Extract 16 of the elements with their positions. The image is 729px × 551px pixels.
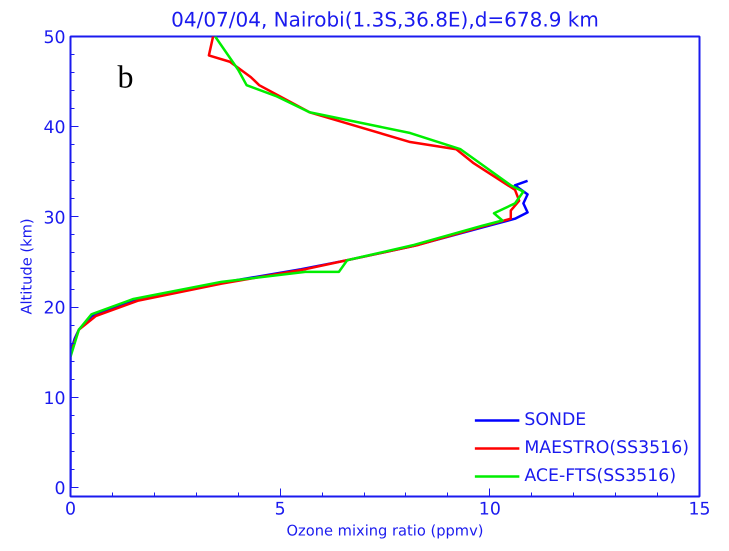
legend-label: MAESTRO(SS3516)	[524, 438, 689, 458]
x-axis-title: Ozone mixing ratio (ppmv)	[286, 522, 484, 540]
x-tick-label: 15	[688, 500, 711, 520]
y-tick-label: 0	[54, 478, 66, 499]
legend-label: SONDE	[524, 410, 586, 430]
y-tick-label: 10	[43, 388, 66, 409]
legend-label: ACE-FTS(SS3516)	[524, 466, 676, 486]
y-tick-label: 30	[43, 208, 66, 228]
y-axis-title: Altitude (km)	[18, 218, 36, 315]
x-tick-label: 10	[478, 500, 501, 520]
y-tick-label: 20	[43, 298, 66, 319]
y-tick-label: 40	[43, 118, 66, 138]
y-tick-label: 50	[43, 28, 66, 48]
x-tick-label: 5	[274, 500, 286, 520]
annotation: b	[118, 58, 134, 94]
chart-title: 04/07/04, Nairobi(1.3S,36.8E),d=678.9 km	[171, 8, 599, 32]
